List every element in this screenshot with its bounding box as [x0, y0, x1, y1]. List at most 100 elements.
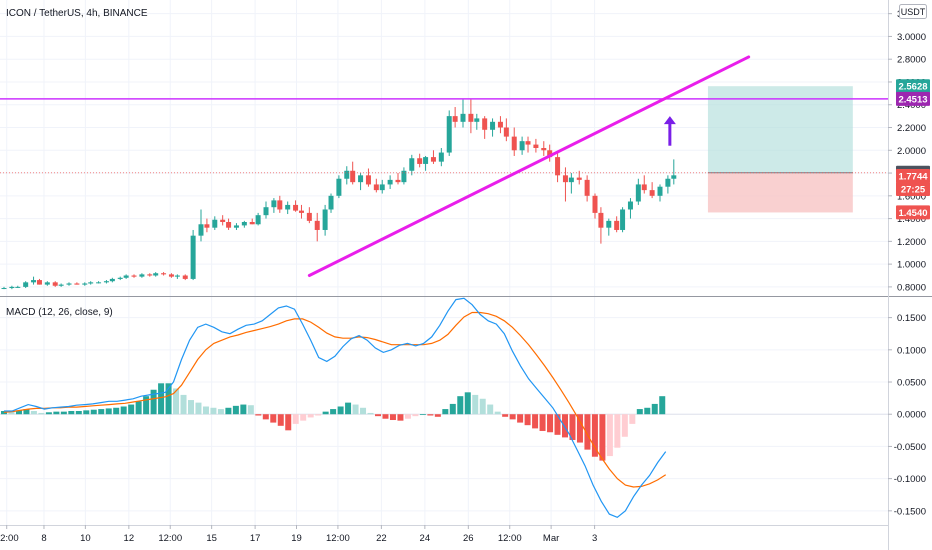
macd-histogram-bar [569, 414, 576, 440]
candle-body [298, 210, 304, 213]
macd-histogram-bar [636, 409, 643, 415]
time-tick-label: 12:00 [326, 533, 350, 544]
macd-histogram-bar [547, 414, 554, 433]
take-profit-zone [707, 86, 853, 173]
candle-body [395, 179, 401, 183]
trendline[interactable] [307, 55, 751, 278]
macd-tick-label: 0.1500 [897, 313, 926, 324]
candle-body [255, 215, 261, 225]
candle-body [592, 195, 598, 213]
tp-tag-text: 2.5628 [898, 82, 927, 93]
macd-histogram-bar [345, 402, 352, 415]
price-axis[interactable]: 0.80001.00001.20001.40001.60001.80002.00… [888, 9, 926, 293]
time-tick-label: 17 [250, 533, 261, 544]
candle-body [344, 170, 350, 179]
macd-histogram-bar [15, 410, 22, 415]
macd-histogram-bar [150, 389, 157, 415]
candle-body [23, 282, 29, 287]
candle-body [277, 200, 283, 210]
candle-body [576, 177, 582, 180]
macd-histogram-bar [143, 396, 150, 415]
macd-histogram-bar [382, 414, 389, 419]
candle-body [671, 175, 677, 179]
macd-histogram-bar [292, 414, 299, 424]
position-zones [707, 86, 853, 213]
price-tick-label: 2.2000 [897, 123, 926, 134]
macd-histogram-bar [202, 406, 209, 415]
candlestick-series [1, 99, 677, 290]
macd-histogram-bar [554, 414, 561, 435]
candle-body [519, 141, 525, 151]
candle-body [641, 184, 647, 191]
time-tick-label: 3 [592, 533, 597, 544]
macd-histogram-bar [412, 414, 419, 417]
candle-body [322, 209, 328, 230]
macd-histogram-bar [472, 394, 479, 415]
macd-histogram-bar [307, 414, 314, 418]
candle-body [430, 157, 436, 162]
macd-histogram-bar [599, 414, 606, 461]
currency-unit-badge[interactable]: USDT [899, 4, 927, 19]
candle-body [438, 152, 444, 162]
candle-body [533, 144, 539, 148]
candle-body [409, 158, 415, 171]
macd-histogram-bar [591, 414, 598, 457]
macd-histogram-bar [210, 407, 217, 415]
countdown-tag-bg [896, 181, 930, 196]
time-tick-label: Mar [543, 533, 559, 544]
candle-body [52, 282, 58, 286]
macd-line [4, 297, 667, 518]
time-tick-label: 12:00 [158, 533, 182, 544]
chart-title[interactable]: ICON / TetherUS, 4h, BINANCE [6, 8, 148, 19]
candle-body [373, 184, 379, 191]
macd-histogram-bar [509, 414, 516, 420]
macd-histogram-bar [217, 409, 224, 415]
price-tick-label: 2.0000 [897, 146, 926, 157]
time-tick-label: 8 [41, 533, 46, 544]
macd-axis[interactable]: 0.1500 0.1000 0.0500 0.0000 -0.0500 -0.1000 -0… [888, 313, 926, 517]
macd-tick-label: 0.0000 [897, 410, 926, 421]
macd-histogram-bar [524, 414, 531, 426]
macd-title[interactable]: MACD (12, 26, close, 9) [6, 307, 113, 318]
up-arrow-head[interactable] [663, 116, 676, 125]
candle-body [401, 170, 407, 183]
macd-histogram-bar [614, 414, 621, 448]
macd-histogram-bar [53, 411, 60, 415]
macd-tick-label: 0.1000 [897, 345, 926, 356]
candle-body [547, 150, 553, 158]
time-tick-label: 19 [291, 533, 302, 544]
sl-tag-bg [896, 205, 930, 220]
candle-body [568, 177, 574, 183]
candle-body [182, 275, 188, 279]
candle-body [562, 175, 568, 183]
macd-histogram-bar [165, 383, 172, 415]
price-tick-label: 0.8000 [897, 282, 926, 293]
candle-body [379, 184, 385, 191]
time-axis[interactable]: 12:00 8 10 12 12:00 15 17 19 12:00 22 24 26 12:00 Mar… [0, 525, 597, 544]
drawing-annotations[interactable] [0, 55, 888, 278]
resistance-tag-text: 2.4513 [898, 94, 927, 105]
candle-body [555, 157, 561, 176]
macd-histogram-bar [128, 404, 135, 415]
macd-histogram-bar [517, 414, 524, 423]
macd-histogram-bar [360, 407, 367, 415]
candle-body [306, 212, 312, 221]
macd-histogram-bar [629, 414, 636, 424]
candle-body [1, 288, 7, 290]
time-tick-label: 26 [463, 533, 474, 544]
candle-body [103, 281, 109, 283]
price-tick-label: 2.8000 [897, 55, 926, 66]
macd-histogram-bar [479, 398, 486, 415]
candle-body [147, 274, 153, 276]
time-tick-label: 15 [206, 533, 217, 544]
candle-body [511, 136, 517, 151]
candle-body [174, 275, 180, 277]
price-tick-label: 1.4000 [897, 214, 926, 225]
candle-body [336, 178, 342, 196]
macd-histogram-bar [225, 407, 232, 415]
macd-histogram-bar [337, 406, 344, 415]
macd-tick-label: 0.0500 [897, 378, 926, 389]
candle-body [452, 116, 458, 122]
